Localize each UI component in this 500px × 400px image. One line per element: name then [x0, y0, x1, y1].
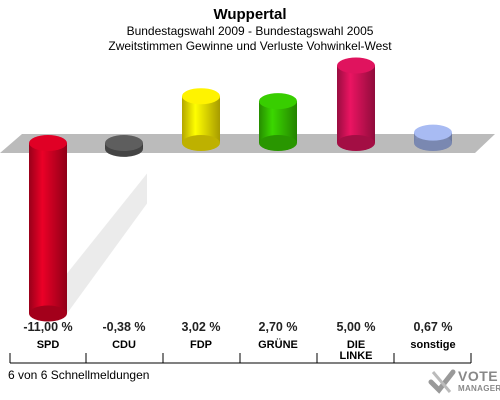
- logo-manager-text: MANAGER: [458, 384, 500, 393]
- value-label-1: -0,38 %: [102, 320, 145, 334]
- value-label-2: 3,02 %: [182, 320, 221, 334]
- value-label-5: 0,67 %: [414, 320, 453, 334]
- category-label-3: GRÜNE: [258, 338, 298, 351]
- value-label-3: 2,70 %: [259, 320, 298, 334]
- bar-sonstige: [414, 124, 452, 151]
- bar-shadows: [67, 173, 147, 314]
- value-label-4: 5,00 %: [337, 320, 376, 334]
- votemanager-logo: VOTE MANAGER: [428, 366, 500, 400]
- chart-title: Wuppertal: [213, 6, 287, 23]
- bar-cdu: [105, 135, 143, 157]
- chart-subtitle-election: Bundestagswahl 2009 - Bundestagswahl 200…: [126, 24, 374, 38]
- checkmark-x-icon: [428, 369, 456, 394]
- value-label-0: -11,00 %: [23, 320, 72, 334]
- category-label-4-0: DIE: [347, 339, 365, 351]
- value-labels: -11,00 % -0,38 % 3,02 % 2,70 % 5,00 % 0,67 %: [23, 320, 452, 334]
- bar-grüne: [259, 93, 297, 151]
- bars: [29, 57, 452, 322]
- logo-vote-text: VOTE: [458, 368, 499, 384]
- category-label-1: CDU: [112, 339, 136, 351]
- bar-shadow-0: [67, 173, 147, 314]
- category-label-5: sonstige: [410, 339, 455, 351]
- footer-status: 6 von 6 Schnellmeldungen: [8, 368, 150, 382]
- bar-spd: [29, 135, 67, 322]
- bar-fdp: [182, 88, 220, 151]
- category-label-0: SPD: [37, 339, 60, 351]
- bar-die-linke: [337, 57, 375, 151]
- category-label-4-1: LINKE: [340, 350, 373, 362]
- category-label-2: FDP: [190, 339, 212, 351]
- chart-subtitle-district: Zweitstimmen Gewinne und Verluste Vohwin…: [108, 39, 392, 53]
